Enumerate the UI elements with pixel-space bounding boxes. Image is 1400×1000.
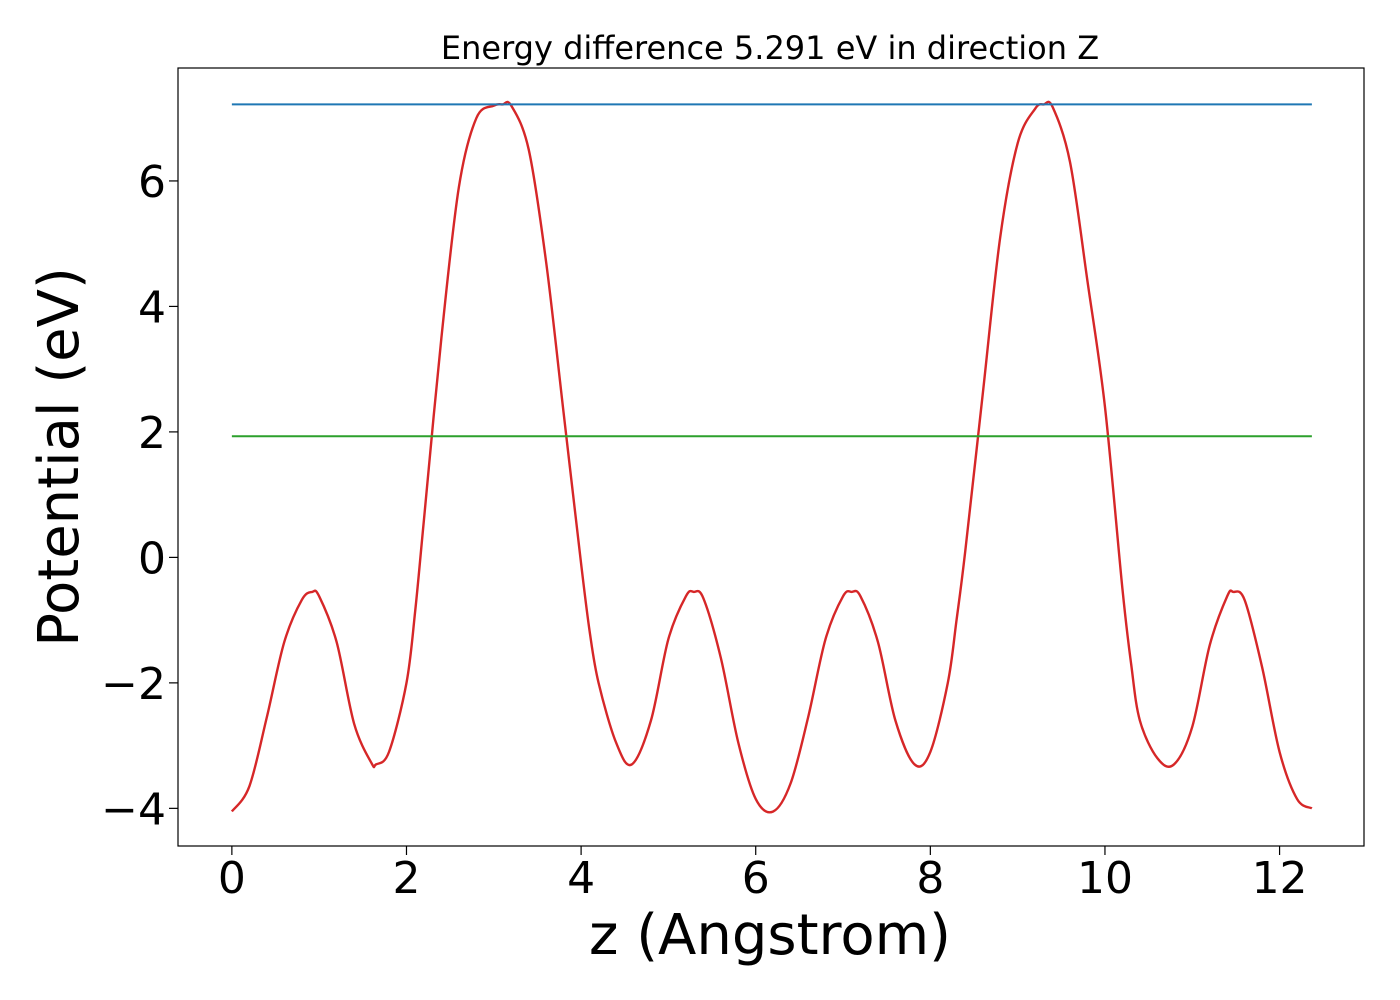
plot-frame (177, 67, 1365, 847)
y-axis: −4 −2 0 2 4 6 (101, 157, 178, 835)
y-tick-label: −2 (101, 659, 166, 710)
potential-curve (230, 100, 1313, 814)
y-tick-label: 2 (138, 408, 166, 459)
x-axis: 0 2 4 6 8 10 12 (218, 846, 1308, 904)
y-tick-label: −4 (101, 784, 166, 835)
y-tick-label: 4 (138, 282, 166, 333)
x-tick-label: 2 (392, 853, 420, 904)
x-tick-label: 6 (742, 853, 770, 904)
x-tick-label: 8 (916, 853, 944, 904)
y-axis-label: Potential (eV) (27, 267, 92, 647)
y-tick-label: 6 (138, 157, 166, 208)
x-tick-label: 4 (567, 853, 595, 904)
x-tick-label: 12 (1252, 853, 1308, 904)
series-layer (230, 100, 1313, 814)
x-axis-label: z (Angstrom) (589, 903, 951, 968)
x-tick-label: 0 (218, 853, 246, 904)
x-tick-label: 10 (1077, 853, 1133, 904)
y-tick-label: 0 (138, 533, 166, 584)
chart-title: Energy difference 5.291 eV in direction … (441, 29, 1099, 67)
